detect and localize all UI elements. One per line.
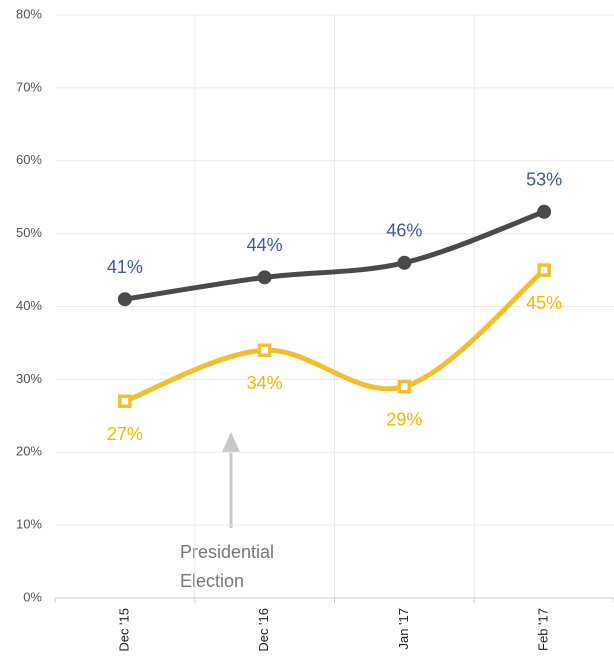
x-tick-label: Feb '17 xyxy=(536,608,551,651)
y-tick-label: 40% xyxy=(16,298,42,313)
y-tick-label: 10% xyxy=(16,517,42,532)
y-tick-label: 30% xyxy=(16,371,42,386)
x-tick-label: Jan '17 xyxy=(396,608,411,650)
marker xyxy=(537,204,552,219)
annotation: Presidential xyxy=(180,542,274,562)
marker xyxy=(117,292,132,307)
y-tick-label: 80% xyxy=(16,6,42,21)
data-label: 45% xyxy=(526,293,562,313)
series-line xyxy=(124,209,545,302)
y-tick-label: 50% xyxy=(16,225,42,240)
x-tick-label: Dec '15 xyxy=(116,608,131,652)
data-label: 46% xyxy=(386,221,422,241)
data-label: 41% xyxy=(107,257,143,277)
y-tick-label: 20% xyxy=(16,444,42,459)
marker xyxy=(397,255,412,270)
data-label: 27% xyxy=(107,424,143,444)
marker xyxy=(257,270,272,285)
y-tick-label: 0% xyxy=(23,589,42,604)
plot: 0% 10% 20% 30% 40% 50% 60% 70% 80% Dec '15 Dec '16… xyxy=(16,6,614,652)
data-label: 44% xyxy=(247,235,283,255)
marker xyxy=(537,263,551,277)
series-line xyxy=(124,268,546,404)
marker xyxy=(118,394,132,408)
data-label: 53% xyxy=(526,170,562,190)
data-label: 29% xyxy=(386,409,422,429)
annotation: Election xyxy=(180,571,244,591)
data-label: 34% xyxy=(247,373,283,393)
x-tick-label: Dec '16 xyxy=(256,608,271,652)
y-tick-label: 70% xyxy=(16,79,42,94)
y-tick-label: 60% xyxy=(16,152,42,167)
annotation-arrowhead xyxy=(222,432,240,452)
marker xyxy=(397,379,412,394)
marker xyxy=(257,343,272,357)
